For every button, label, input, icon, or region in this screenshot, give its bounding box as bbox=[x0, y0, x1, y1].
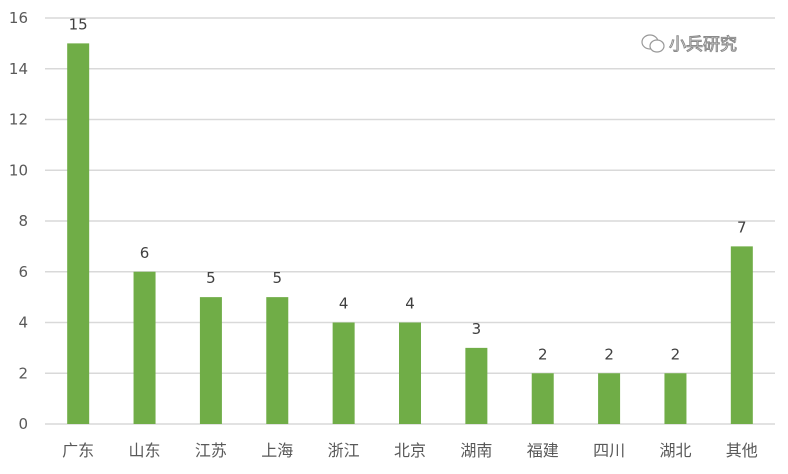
y-tick-label: 4 bbox=[18, 314, 28, 332]
watermark-text: 小兵研究 bbox=[669, 35, 738, 56]
x-tick-label: 浙江 bbox=[328, 441, 360, 460]
data-label: 15 bbox=[69, 15, 88, 33]
bar bbox=[730, 246, 753, 424]
data-label: 2 bbox=[671, 345, 681, 363]
bar bbox=[531, 373, 554, 424]
x-tick-label: 湖南 bbox=[460, 441, 492, 460]
y-tick-label: 12 bbox=[9, 111, 28, 129]
y-tick-label: 16 bbox=[9, 9, 28, 27]
data-label: 4 bbox=[405, 295, 415, 313]
x-tick-label: 山东 bbox=[129, 441, 161, 460]
x-tick-label: 湖北 bbox=[659, 441, 691, 460]
data-label: 5 bbox=[206, 269, 216, 287]
data-label: 2 bbox=[538, 345, 548, 363]
y-tick-label: 0 bbox=[18, 415, 28, 433]
data-label: 3 bbox=[472, 320, 482, 338]
y-tick-label: 8 bbox=[18, 212, 28, 230]
y-tick-label: 6 bbox=[18, 263, 28, 281]
bar bbox=[332, 322, 355, 424]
x-tick-label: 广东 bbox=[62, 441, 94, 460]
x-tick-label: 其他 bbox=[726, 441, 758, 460]
bar bbox=[266, 297, 289, 424]
y-tick-label: 10 bbox=[9, 161, 28, 179]
wechat-icon bbox=[641, 33, 665, 53]
y-tick-label: 2 bbox=[18, 364, 28, 382]
bar bbox=[465, 347, 488, 424]
data-label: 7 bbox=[737, 218, 747, 236]
data-label: 6 bbox=[140, 244, 150, 262]
x-tick-label: 上海 bbox=[261, 441, 293, 460]
x-tick-label: 四川 bbox=[593, 441, 625, 460]
watermark: 小兵研究 bbox=[640, 30, 738, 56]
bar bbox=[133, 271, 156, 424]
bar bbox=[199, 297, 222, 424]
bar bbox=[399, 322, 421, 424]
x-tick-label: 北京 bbox=[394, 441, 426, 460]
data-label: 2 bbox=[604, 345, 614, 363]
bar bbox=[598, 373, 621, 424]
data-label: 4 bbox=[339, 295, 349, 313]
data-label: 5 bbox=[272, 269, 282, 287]
x-tick-label: 江苏 bbox=[195, 441, 227, 460]
x-tick-label: 福建 bbox=[527, 441, 559, 460]
y-tick-label: 14 bbox=[9, 60, 28, 78]
bar bbox=[67, 43, 90, 424]
bar bbox=[664, 373, 687, 424]
